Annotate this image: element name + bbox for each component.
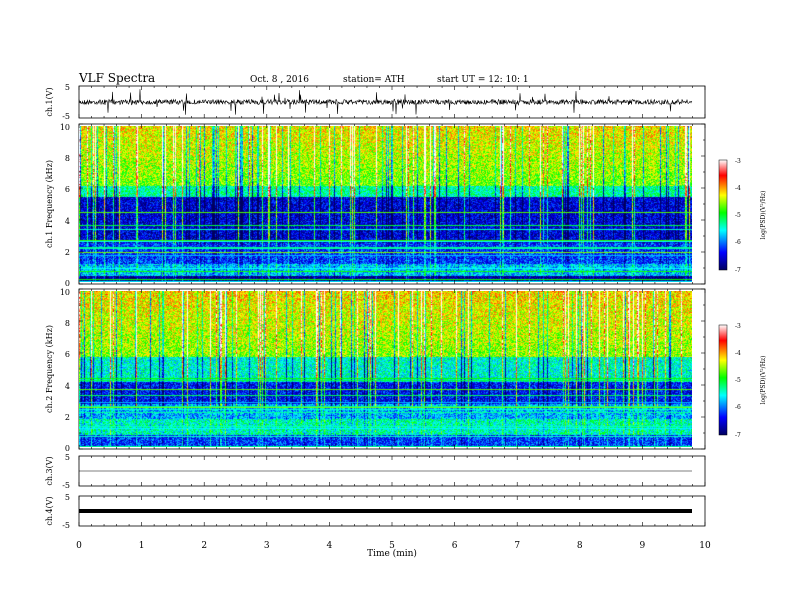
ch1-waveform-panel: 5 -5 ch.1(V)	[45, 83, 706, 121]
ch2-colorbar	[718, 324, 728, 436]
ch2-ytick-8: 8	[65, 319, 70, 328]
x-tick-label: 9	[640, 541, 646, 551]
ch2-ytick-0: 0	[65, 444, 70, 453]
ch2-cb-tick-m3: -3	[735, 323, 741, 330]
ch1-ytick-8: 8	[65, 154, 70, 163]
ch3-ytick-bottom: -5	[62, 481, 70, 490]
station-label: station= ATH	[343, 75, 405, 85]
x-axis-label: Time (min)	[367, 548, 417, 559]
ch1-spectrogram-ylabel: ch.1 Frequency (kHz)	[45, 160, 54, 248]
ch2-cb-tick-m5: -5	[735, 377, 741, 384]
x-tick-label: 5	[389, 541, 395, 551]
x-tick-label: 7	[514, 541, 520, 551]
ch1-cb-tick-m7: -7	[735, 267, 741, 274]
ch2-ytick-6: 6	[65, 350, 70, 359]
ch2-cb-tick-m6: -6	[735, 404, 741, 411]
ch3-ytick-top: 5	[65, 453, 70, 462]
ch1-waveform-line	[78, 89, 693, 115]
ch1-ytick-10: 10	[60, 123, 70, 132]
axis-ticks	[78, 86, 706, 526]
date-label: Oct. 8 , 2016	[250, 75, 309, 85]
ch2-ytick-2: 2	[65, 413, 70, 422]
x-tick-label: 3	[264, 541, 270, 551]
ch2-cb-tick-m7: -7	[735, 432, 741, 439]
ch1-cb-tick-m3: -3	[735, 158, 741, 165]
x-tick-label: 10	[699, 541, 711, 551]
ch1-spectrogram-panel: 10 8 6 4 2 0 ch.1 Frequency (kHz) -3 -4 …	[45, 123, 767, 288]
x-tick-label: 8	[577, 541, 583, 551]
ch3-waveform-panel: 5 -5 ch.3(V)	[45, 453, 706, 490]
x-tick-labels: 0 1 2 3 4 5 6 7 8 9 10	[76, 541, 711, 551]
ch1-spectrogram-image	[79, 126, 692, 282]
ch1-ytick-4: 4	[65, 217, 70, 226]
ch1-cb-tick-m4: -4	[735, 185, 741, 192]
ch4-ytick-top: 5	[65, 493, 70, 502]
ch4-waveform-ylabel: ch.4(V)	[45, 496, 54, 525]
ch4-ytick-bottom: -5	[62, 521, 70, 530]
ch1-colorbar	[718, 159, 728, 271]
ch1-cb-tick-m6: -6	[735, 239, 741, 246]
ch2-ytick-10: 10	[60, 288, 70, 297]
ch2-spectrogram-ylabel: ch.2 Frequency (kHz)	[45, 325, 54, 413]
ch1-ytick-6: 6	[65, 185, 70, 194]
figure-title: VLF Spectra	[78, 71, 155, 85]
ch1-ytick-2: 2	[65, 248, 70, 257]
ch2-colorbar-label: log(PSD)(V²/Hz)	[760, 356, 767, 405]
ch4-waveform-panel: 5 -5 ch.4(V)	[45, 493, 706, 530]
x-tick-label: 4	[327, 541, 333, 551]
ch2-ytick-4: 4	[65, 382, 70, 391]
x-tick-label: 6	[452, 541, 458, 551]
ch4-waveform-band	[79, 509, 692, 513]
ch3-waveform-ylabel: ch.3(V)	[45, 456, 54, 485]
ch1-ytick-top: 5	[65, 83, 70, 92]
start-time-label: start UT = 12: 10: 1	[437, 75, 529, 85]
x-tick-label: 0	[76, 541, 82, 551]
x-tick-label: 1	[139, 541, 145, 551]
ch1-waveform-ylabel: ch.1(V)	[45, 87, 54, 116]
ch2-spectrogram-image	[79, 291, 692, 447]
ch2-cb-tick-m4: -4	[735, 350, 741, 357]
ch1-colorbar-label: log(PSD)(V²/Hz)	[760, 191, 767, 240]
ch1-ytick-bottom: -5	[62, 112, 70, 121]
ch1-cb-tick-m5: -5	[735, 212, 741, 219]
ch2-spectrogram-panel: 10 8 6 4 2 0 ch.2 Frequency (kHz) -3 -4 …	[45, 288, 767, 453]
x-tick-label: 2	[201, 541, 207, 551]
ch1-ytick-0: 0	[65, 279, 70, 288]
